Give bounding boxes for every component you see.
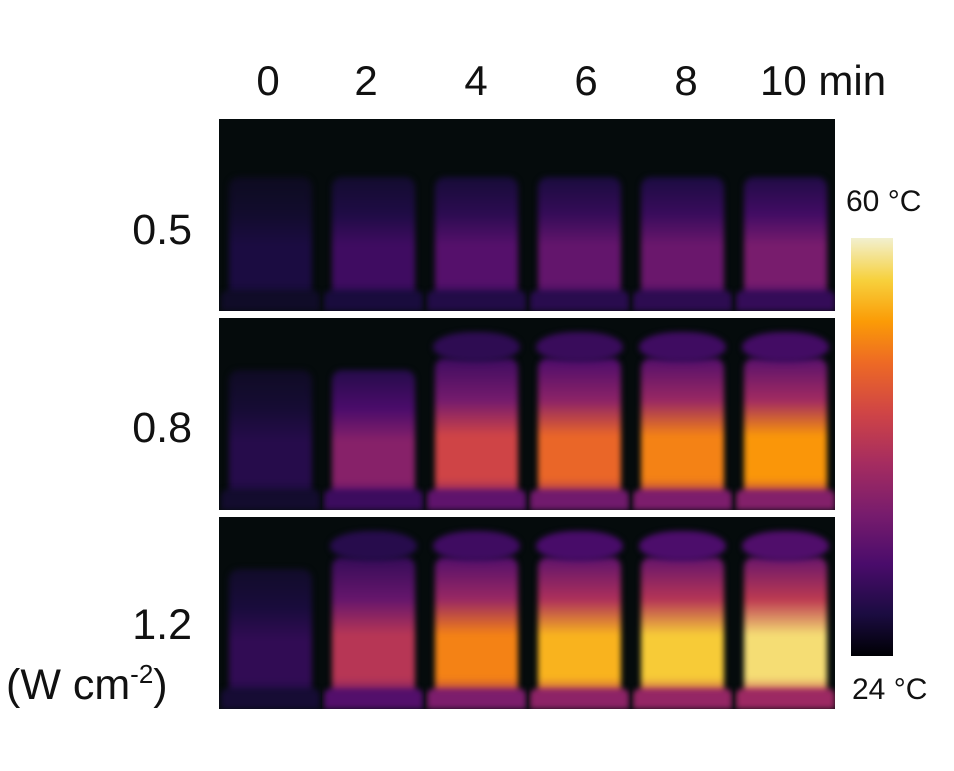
vial-base	[530, 490, 629, 510]
vial-base	[427, 291, 526, 311]
thermal-frame	[219, 119, 322, 311]
thermal-frame	[425, 517, 528, 709]
vial-cap	[742, 531, 829, 561]
time-label-2: 2	[354, 57, 378, 104]
vial-body	[538, 358, 621, 500]
thermal-row-1-2	[219, 517, 835, 709]
vial-cap	[639, 531, 726, 561]
vial-body	[641, 557, 724, 699]
vial-body	[229, 569, 312, 699]
unit-exponent: -2	[130, 659, 154, 689]
vial-body	[538, 557, 621, 699]
vial-base	[324, 490, 423, 510]
vial-base	[221, 291, 320, 311]
thermal-frame	[734, 318, 835, 510]
vial-body	[744, 358, 827, 500]
vial-body	[538, 177, 621, 301]
vial-body	[435, 177, 518, 301]
thermal-frame	[425, 318, 528, 510]
vial-body	[435, 358, 518, 500]
vial-cap	[639, 332, 726, 362]
thermal-row-0-5	[219, 119, 835, 311]
time-label-8: 8	[674, 57, 698, 104]
power-unit-label: (W cm-2)	[6, 660, 168, 710]
vial-cap	[536, 531, 623, 561]
vial-body	[744, 177, 827, 301]
vial-base	[633, 291, 732, 311]
vial-body	[641, 177, 724, 301]
thermal-frame	[528, 119, 631, 311]
thermal-frame	[219, 517, 322, 709]
thermal-frame	[528, 517, 631, 709]
temperature-colorbar	[851, 238, 893, 656]
vial-base	[221, 689, 320, 709]
vial-base	[633, 490, 732, 510]
thermal-frame	[734, 517, 835, 709]
time-label-0: 0	[256, 57, 280, 104]
thermal-frame	[734, 119, 835, 311]
vial-base	[736, 291, 835, 311]
vial-body	[332, 370, 415, 500]
vial-base	[427, 490, 526, 510]
vial-body	[229, 370, 312, 500]
vial-body	[229, 177, 312, 301]
vial-base	[324, 689, 423, 709]
vial-cap	[742, 332, 829, 362]
vial-body	[332, 177, 415, 301]
time-label-10-min: 10 min	[760, 57, 887, 104]
vial-base	[427, 689, 526, 709]
vial-cap	[433, 332, 520, 362]
colorbar-max-label: 60 °C	[846, 185, 922, 218]
thermal-frame	[631, 517, 734, 709]
time-label-4: 4	[464, 57, 488, 104]
thermal-frame	[631, 318, 734, 510]
power-label-0-5: 0.5	[132, 206, 192, 254]
vial-base	[633, 689, 732, 709]
thermal-frame	[631, 119, 734, 311]
vial-base	[530, 689, 629, 709]
thermal-frame	[528, 318, 631, 510]
unit-prefix: (W cm	[6, 661, 131, 709]
vial-base	[324, 291, 423, 311]
power-label-0-8: 0.8	[132, 404, 192, 452]
vial-body	[332, 557, 415, 699]
thermal-row-0-8	[219, 318, 835, 510]
vial-cap	[433, 531, 520, 561]
vial-base	[736, 490, 835, 510]
thermal-frame	[322, 318, 425, 510]
vial-base	[221, 490, 320, 510]
vial-base	[736, 689, 835, 709]
thermal-frame	[322, 517, 425, 709]
vial-body	[435, 557, 518, 699]
thermal-image-grid	[219, 119, 835, 709]
colorbar-min-label: 24 °C	[852, 673, 928, 706]
vial-body	[744, 557, 827, 699]
vial-cap	[330, 531, 417, 561]
vial-cap	[536, 332, 623, 362]
vial-base	[530, 291, 629, 311]
thermal-frame	[425, 119, 528, 311]
thermal-frame	[322, 119, 425, 311]
vial-body	[641, 358, 724, 500]
unit-suffix: )	[153, 661, 168, 709]
power-label-1-2: 1.2	[132, 601, 192, 649]
time-label-6: 6	[574, 57, 598, 104]
thermal-frame	[219, 318, 322, 510]
